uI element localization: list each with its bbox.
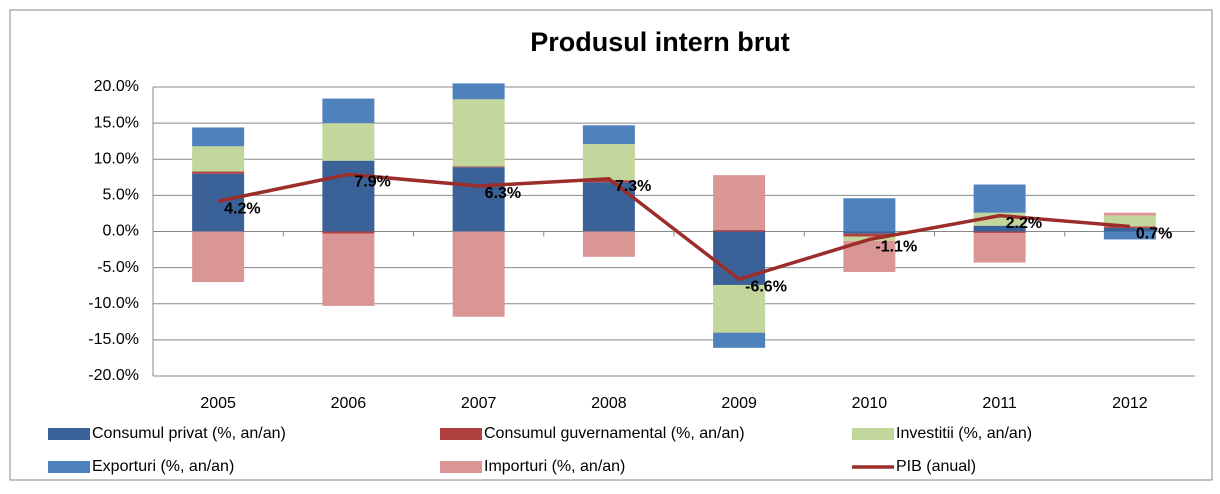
data-label: 7.9% [354, 174, 390, 191]
data-label: 6.3% [485, 185, 521, 202]
data-label: 2.2% [1006, 215, 1042, 232]
bar-segment [1103, 212, 1156, 216]
legend-label: Exporturi (%, an/an) [92, 458, 234, 475]
line-series [217, 172, 1131, 282]
legend-label: Consumul privat (%, an/an) [92, 425, 286, 442]
bar-segment [843, 231, 896, 234]
legend-swatch [440, 461, 482, 473]
bar-segment [713, 332, 766, 348]
bar-segment [452, 83, 505, 100]
bar-segment [713, 175, 766, 231]
bar-segment [713, 230, 766, 232]
bar-segment [1103, 231, 1156, 240]
data-label: -6.6% [745, 278, 787, 295]
bar-segment [582, 125, 635, 145]
data-label: 7.3% [615, 178, 651, 195]
bar-segment [452, 99, 505, 167]
bar-segment [452, 167, 505, 232]
legend-label: Consumul guvernamental (%, an/an) [484, 425, 745, 442]
bar-segment [582, 180, 635, 183]
bar-segment [582, 231, 635, 257]
legend-swatch [48, 428, 90, 440]
data-label: -1.1% [875, 239, 917, 256]
bar-segment [973, 184, 1026, 213]
bar-segment [192, 127, 245, 147]
x-tick-label: 2010 [852, 395, 888, 412]
x-tick-label: 2009 [721, 395, 757, 412]
chart-title: Produsul intern brut [530, 27, 790, 57]
x-tick-label: 2007 [461, 395, 497, 412]
bar-segment [713, 284, 766, 333]
bar-segment [322, 160, 375, 232]
bar-segment [1103, 226, 1156, 228]
bar-segment [322, 123, 375, 161]
bar-segment [1103, 227, 1156, 232]
y-tick-label: 0.0% [103, 223, 139, 240]
bar-segment [452, 166, 505, 168]
y-tick-label: 10.0% [94, 150, 139, 167]
bar-segment [843, 233, 896, 237]
bar-segment [192, 146, 245, 172]
bar-segment [322, 231, 375, 234]
bar-segment [192, 173, 245, 232]
bar-segment [452, 231, 505, 317]
x-tick-label: 2005 [200, 395, 236, 412]
y-tick-label: 20.0% [94, 78, 139, 95]
legend-swatch [440, 428, 482, 440]
x-tick-label: 2012 [1112, 395, 1148, 412]
bar-segment [322, 98, 375, 124]
y-tick-label: -10.0% [88, 295, 139, 312]
bar-segment [843, 198, 896, 232]
x-tick-label: 2008 [591, 395, 627, 412]
bar-segment [1103, 215, 1156, 227]
bar-segment [192, 171, 245, 174]
bar-segment [973, 232, 1026, 263]
legend-swatch [852, 428, 894, 440]
legend-label: PIB (anual) [896, 458, 976, 475]
data-label: 4.2% [224, 200, 260, 217]
y-tick-label: -5.0% [97, 259, 139, 276]
legend-label: Importuri (%, an/an) [484, 458, 625, 475]
y-tick-label: 5.0% [103, 187, 139, 204]
bar-segment [192, 231, 245, 283]
y-tick-label: -15.0% [88, 331, 139, 348]
x-tick-label: 2011 [982, 395, 1017, 412]
legend-label: Investitii (%, an/an) [896, 425, 1032, 442]
bar-segment [713, 231, 766, 285]
y-tick-label: -20.0% [88, 367, 139, 384]
bar-segment [973, 231, 1026, 233]
x-tick-label: 2006 [331, 395, 367, 412]
bar-segment [973, 225, 1026, 232]
bar-segment [322, 233, 375, 306]
legend-swatch [48, 461, 90, 473]
bar-segment [582, 144, 635, 181]
y-tick-label: 15.0% [94, 114, 139, 131]
data-label: 0.7% [1136, 226, 1172, 243]
